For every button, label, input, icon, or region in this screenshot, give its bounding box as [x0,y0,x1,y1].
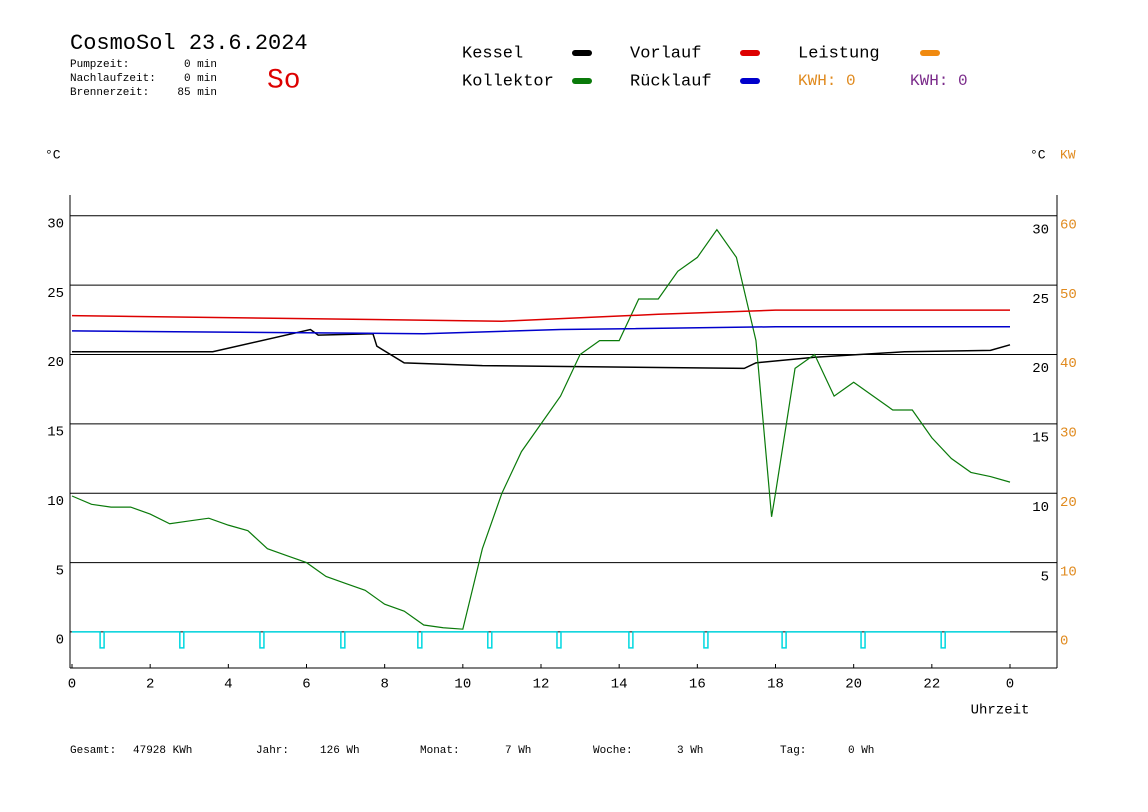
x-tick-label: 12 [533,677,550,693]
x-tick-label: 0 [68,677,76,693]
y2-tick-label: 20 [1060,495,1077,511]
legend-label: Leistung [798,44,880,63]
info-label: Pumpzeit: [70,59,129,71]
y-right-tick-label: 25 [1032,292,1049,308]
series-line [72,328,1011,370]
footer-value: 126 Wh [320,745,360,757]
x-tick-label: 16 [689,677,706,693]
y2-tick-label: 40 [1060,356,1077,372]
x-tick-label: 14 [611,677,628,693]
footer-label: Jahr: [256,745,289,757]
legend-label: Kessel [462,44,523,63]
kwh-label: KWH: 0 [798,72,856,90]
info-value: 85 min [177,87,217,99]
title: CosmoSol 23.6.2024 [70,31,308,56]
info-value: 0 min [184,73,217,85]
footer-label: Gesamt: [70,745,116,757]
y-tick-label: 15 [47,425,64,441]
y2-tick-label: 10 [1060,564,1077,580]
footer-value: 47928 KWh [133,745,192,757]
y-unit-right: °C [1030,147,1046,162]
y2-unit: KW [1060,147,1076,162]
x-tick-label: 18 [767,677,784,693]
series-line [71,228,1011,630]
y-tick-label: 0 [56,633,64,649]
y-right-tick-label: 20 [1032,361,1049,377]
legend-label: Vorlauf [630,44,701,63]
series-line [71,326,1010,335]
x-tick-label: 8 [380,677,388,693]
y2-tick-label: 60 [1060,218,1077,234]
x-tick-label: 0 [1006,677,1014,693]
y-unit: °C [45,147,61,162]
x-tick-label: 22 [923,677,940,693]
pump-pulses [72,631,1010,649]
y-tick-label: 10 [47,494,64,510]
x-tick-label: 10 [454,677,471,693]
y-tick-label: 5 [56,563,64,579]
kwh-label: KWH: 0 [910,72,968,90]
y-right-tick-label: 15 [1032,431,1049,447]
y-right-tick-label: 30 [1032,223,1049,239]
x-tick-label: 4 [224,677,232,693]
y2-tick-label: 30 [1060,426,1077,442]
x-tick-label: 2 [146,677,154,693]
y2-tick-label: 50 [1060,287,1077,303]
legend-label: Kollektor [462,72,554,91]
x-tick-label: 6 [302,677,310,693]
x-tick-label: 20 [845,677,862,693]
y-right-tick-label: 10 [1032,500,1049,516]
info-value: 0 min [184,59,217,71]
footer-value: 3 Wh [677,745,703,757]
footer-value: 0 Wh [848,745,874,757]
info-label: Brennerzeit: [70,87,149,99]
y-tick-label: 30 [47,217,64,233]
y-tick-label: 20 [47,355,64,371]
x-axis-label: Uhrzeit [971,703,1030,719]
footer-value: 7 Wh [505,745,531,757]
y-right-tick-label: 5 [1041,569,1049,585]
info-label: Nachlaufzeit: [70,73,156,85]
footer-label: Woche: [593,745,633,757]
series-line [71,309,1010,322]
footer-label: Tag: [780,745,806,757]
footer-label: Monat: [420,745,460,757]
weekday: So [267,65,301,96]
y-tick-label: 25 [47,286,64,302]
legend-label: Rücklauf [630,72,712,91]
y2-tick-label: 0 [1060,634,1068,650]
